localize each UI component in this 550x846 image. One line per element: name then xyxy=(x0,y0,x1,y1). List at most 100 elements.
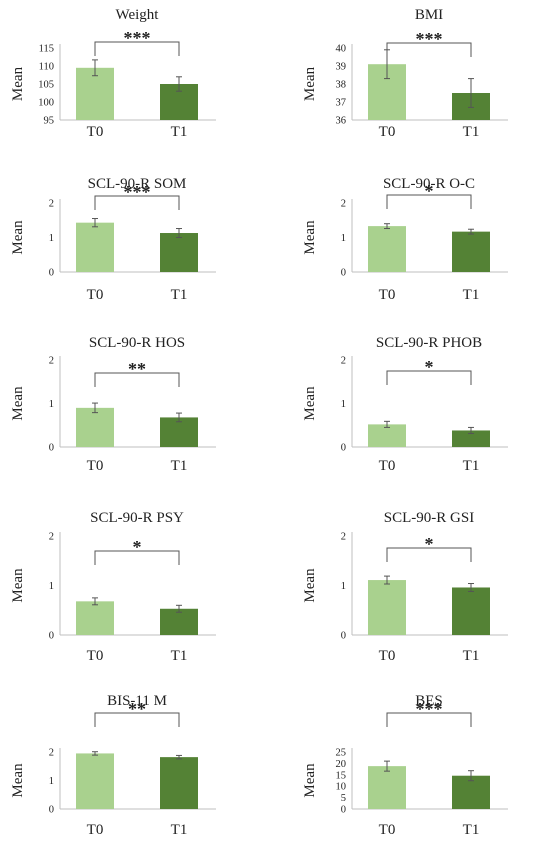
bar-t1 xyxy=(452,231,490,272)
y-tick-label: 115 xyxy=(39,44,54,55)
significance-bracket xyxy=(94,712,180,727)
x-tick-label: T1 xyxy=(463,822,480,838)
y-axis-label: Mean xyxy=(10,763,26,798)
significance-bracket xyxy=(94,550,180,565)
chart-panel-7: SCL-90-R PSY Mean 0 1 2 T0 T1 * xyxy=(10,510,216,664)
y-tick-label: 2 xyxy=(49,199,54,210)
chart-panel-3: SCL-90-R SOM Mean 0 1 2 T0 T1 *** xyxy=(10,176,216,303)
x-tick-label: T1 xyxy=(463,458,480,474)
chart-title: BES xyxy=(415,693,443,709)
significance-label: ** xyxy=(128,359,146,379)
y-tick-label: 1 xyxy=(341,233,346,244)
x-tick-label: T0 xyxy=(379,124,396,140)
significance-label: *** xyxy=(416,29,443,49)
bar-t0 xyxy=(76,67,114,120)
y-tick-label: 37 xyxy=(336,98,347,109)
significance-bracket xyxy=(94,41,180,56)
y-tick-label: 1 xyxy=(49,399,54,410)
y-tick-label: 0 xyxy=(341,631,346,642)
x-tick-label: T0 xyxy=(87,458,104,474)
significance-bracket xyxy=(94,195,180,210)
y-tick-label: 1 xyxy=(341,399,346,410)
significance-bracket xyxy=(386,547,472,562)
x-tick-label: T1 xyxy=(171,458,188,474)
y-tick-label: 100 xyxy=(38,98,54,109)
x-tick-label: T0 xyxy=(87,287,104,303)
chart-title: Weight xyxy=(116,7,160,23)
x-tick-label: T1 xyxy=(171,822,188,838)
y-tick-label: 20 xyxy=(336,759,347,770)
bar-t1 xyxy=(452,430,490,447)
bar-t0 xyxy=(368,766,406,809)
chart-title: SCL-90-R O-C xyxy=(383,176,475,192)
chart-panel-1: Weight Mean 95 100 105 110 115 T0 T1 *** xyxy=(10,7,216,140)
y-tick-label: 36 xyxy=(336,116,347,127)
y-axis-label: Mean xyxy=(10,568,26,603)
y-tick-label: 5 xyxy=(341,793,346,804)
y-tick-label: 2 xyxy=(49,532,54,543)
y-tick-label: 0 xyxy=(49,268,54,279)
y-tick-label: 105 xyxy=(38,80,54,91)
chart-title: SCL-90-R GSI xyxy=(384,510,474,526)
y-tick-label: 110 xyxy=(39,62,54,73)
y-tick-label: 2 xyxy=(49,356,54,367)
x-tick-label: T0 xyxy=(379,458,396,474)
x-tick-label: T0 xyxy=(379,648,396,664)
bar-t0 xyxy=(76,222,114,272)
y-tick-label: 0 xyxy=(49,631,54,642)
x-tick-label: T1 xyxy=(171,287,188,303)
bar-t1 xyxy=(452,775,490,809)
chart-panel-8: SCL-90-R GSI Mean 0 1 2 T0 T1 * xyxy=(302,510,508,664)
bar-t1 xyxy=(452,587,490,635)
y-axis-label: Mean xyxy=(302,763,318,798)
y-tick-label: 1 xyxy=(49,776,54,787)
chart-title: SCL-90-R PHOB xyxy=(376,335,482,351)
y-tick-label: 40 xyxy=(336,44,347,55)
bar-t0 xyxy=(76,407,114,447)
y-axis-label: Mean xyxy=(10,66,26,101)
bar-t1 xyxy=(160,608,198,635)
bar-t1 xyxy=(160,417,198,447)
y-axis-label: Mean xyxy=(302,66,318,101)
y-tick-label: 0 xyxy=(341,268,346,279)
significance-bracket xyxy=(94,372,180,387)
significance-label: * xyxy=(425,534,434,554)
bar-t0 xyxy=(76,601,114,635)
y-tick-label: 15 xyxy=(336,770,347,781)
significance-label: *** xyxy=(416,699,443,719)
chart-panel-2: BMI Mean 36 37 38 39 40 T0 T1 *** xyxy=(302,7,508,140)
y-tick-label: 1 xyxy=(49,581,54,592)
y-tick-label: 0 xyxy=(49,443,54,454)
chart-title: BMI xyxy=(415,7,443,23)
y-axis-label: Mean xyxy=(302,568,318,603)
significance-label: * xyxy=(133,537,142,557)
significance-label: * xyxy=(425,357,434,377)
bar-t0 xyxy=(368,580,406,635)
y-axis-label: Mean xyxy=(10,386,26,421)
x-tick-label: T0 xyxy=(379,287,396,303)
chart-title: SCL-90-R SOM xyxy=(88,176,187,192)
significance-bracket xyxy=(386,370,472,385)
y-tick-label: 10 xyxy=(336,782,347,793)
y-axis-label: Mean xyxy=(302,386,318,421)
y-tick-label: 39 xyxy=(336,62,347,73)
chart-title: SCL-90-R PSY xyxy=(90,510,184,526)
significance-label: *** xyxy=(124,182,151,202)
y-tick-label: 2 xyxy=(49,748,54,759)
significance-label: * xyxy=(425,181,434,201)
x-tick-label: T1 xyxy=(463,124,480,140)
y-tick-label: 1 xyxy=(341,581,346,592)
y-tick-label: 1 xyxy=(49,233,54,244)
chart-title: SCL-90-R HOS xyxy=(89,335,185,351)
y-tick-label: 2 xyxy=(341,532,346,543)
significance-bracket xyxy=(386,194,472,209)
significance-bracket xyxy=(386,712,472,727)
x-tick-label: T0 xyxy=(87,822,104,838)
y-tick-label: 2 xyxy=(341,199,346,210)
x-tick-label: T1 xyxy=(171,124,188,140)
x-tick-label: T1 xyxy=(171,648,188,664)
x-tick-label: T0 xyxy=(87,124,104,140)
